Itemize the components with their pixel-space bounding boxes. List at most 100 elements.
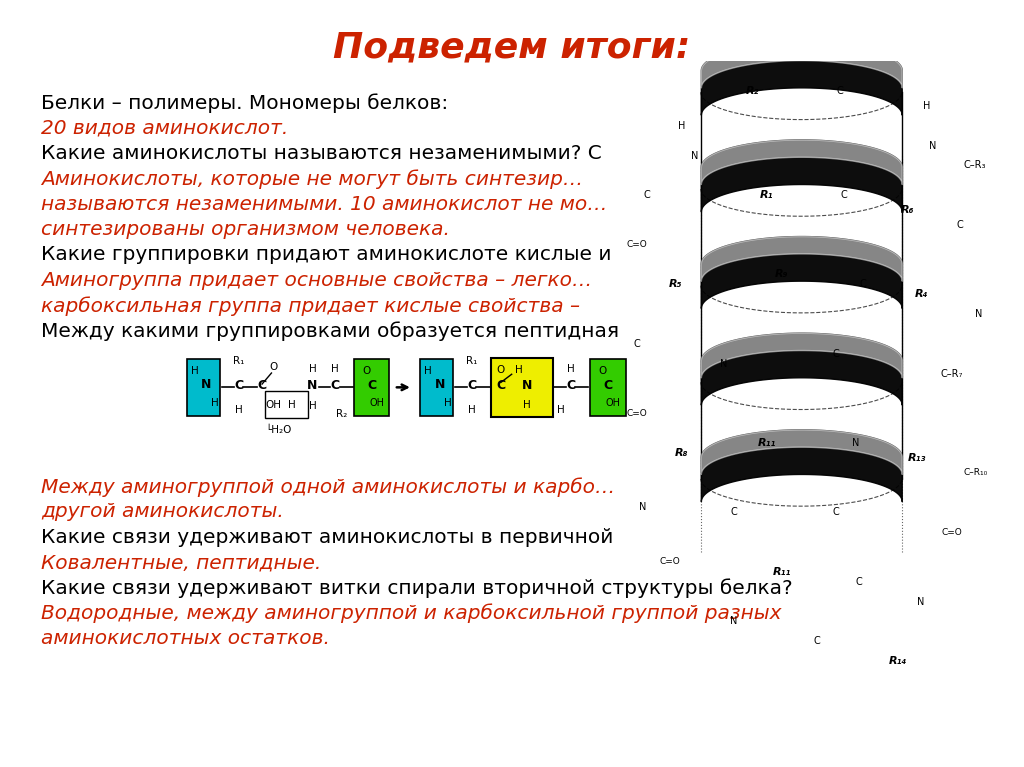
Text: C: C — [257, 379, 266, 392]
Text: C: C — [833, 349, 840, 359]
FancyBboxPatch shape — [354, 359, 389, 416]
Text: C–R₁₀: C–R₁₀ — [963, 468, 987, 477]
Text: R₈: R₈ — [675, 448, 688, 458]
Text: H: H — [515, 365, 522, 375]
Text: R₂: R₂ — [337, 409, 348, 419]
Text: R₄: R₄ — [914, 289, 928, 299]
Text: H: H — [308, 400, 316, 411]
Text: C: C — [813, 636, 820, 647]
Text: C=O: C=O — [627, 240, 647, 249]
Text: R₁: R₁ — [232, 356, 244, 366]
Text: O: O — [269, 362, 278, 372]
Text: N: N — [730, 617, 737, 627]
Text: C=O: C=O — [659, 558, 680, 566]
Text: C=O: C=O — [627, 409, 647, 418]
Text: C: C — [467, 379, 476, 392]
Text: C: C — [856, 577, 862, 587]
Text: называются незаменимыми. 10 аминокислот не мо…: называются незаменимыми. 10 аминокислот … — [41, 195, 607, 214]
Text: Между какими группировками образуется пептидная: Между какими группировками образуется пе… — [41, 321, 620, 341]
Text: H: H — [566, 364, 574, 374]
Text: R₁₁: R₁₁ — [758, 438, 776, 448]
Text: N: N — [918, 597, 925, 607]
Text: N: N — [307, 379, 317, 392]
Text: R₁₁: R₁₁ — [773, 567, 792, 577]
Text: O: O — [497, 365, 505, 375]
Text: └H₂O: └H₂O — [265, 425, 292, 436]
Text: N: N — [202, 378, 212, 391]
Text: Ковалентные, пептидные.: Ковалентные, пептидные. — [41, 553, 322, 572]
Text: H: H — [924, 101, 931, 111]
Text: карбоксильная группа придает кислые свойства –: карбоксильная группа придает кислые свой… — [41, 296, 580, 316]
Text: R₂: R₂ — [593, 405, 604, 415]
Text: OH: OH — [606, 398, 621, 408]
Text: O: O — [362, 367, 371, 377]
Text: C: C — [833, 507, 840, 518]
Text: синтезированы организмом человека.: синтезированы организмом человека. — [41, 220, 450, 239]
Text: Какие аминокислоты называются незаменимыми? С: Какие аминокислоты называются незаменимы… — [41, 144, 602, 163]
Text: C: C — [233, 379, 243, 392]
Text: H: H — [308, 364, 316, 374]
FancyBboxPatch shape — [265, 391, 308, 418]
Text: C: C — [837, 86, 844, 96]
Text: C: C — [566, 379, 575, 392]
Text: C: C — [860, 279, 866, 289]
Text: H: H — [444, 398, 452, 408]
Text: Белки – полимеры. Мономеры белков:: Белки – полимеры. Мономеры белков: — [41, 94, 449, 114]
Text: H: H — [557, 405, 565, 415]
Text: Аминокислоты, которые не могут быть синтезир…: Аминокислоты, которые не могут быть синт… — [41, 170, 583, 189]
Text: H: H — [523, 400, 531, 410]
Text: N: N — [720, 359, 728, 369]
Text: C: C — [497, 379, 506, 392]
Text: C: C — [730, 507, 737, 518]
Text: Какие связи удерживают аминокислоты в первичной: Какие связи удерживают аминокислоты в пе… — [41, 528, 613, 547]
Text: C: C — [643, 190, 650, 200]
Text: O: O — [599, 367, 607, 377]
Text: C–R₃: C–R₃ — [964, 160, 986, 170]
Text: R₆: R₆ — [901, 205, 914, 215]
Text: Водородные, между аминогруппой и карбоксильной группой разных: Водородные, между аминогруппой и карбокс… — [41, 604, 781, 624]
Text: H: H — [234, 405, 243, 415]
Text: Между аминогруппой одной аминокислоты и карбо…: Между аминогруппой одной аминокислоты и … — [41, 477, 615, 497]
Text: Аминогруппа придает основные свойства – легко…: Аминогруппа придает основные свойства – … — [41, 271, 592, 290]
Text: H: H — [678, 120, 685, 131]
Text: C=O: C=O — [942, 528, 963, 537]
FancyBboxPatch shape — [591, 359, 626, 416]
Text: H: H — [191, 367, 199, 377]
Text: N: N — [691, 150, 698, 160]
Text: C: C — [956, 220, 963, 230]
Text: H: H — [288, 400, 296, 410]
Text: R₁₄: R₁₄ — [889, 656, 907, 666]
Text: N: N — [434, 378, 444, 391]
Text: N: N — [929, 140, 936, 150]
FancyBboxPatch shape — [420, 359, 453, 416]
Text: C: C — [331, 379, 340, 392]
Text: OH: OH — [370, 398, 384, 408]
Text: R₁₃: R₁₃ — [908, 453, 927, 463]
Text: H: H — [468, 405, 475, 415]
Text: Какие связи удерживают витки спирали вторичной структуры белка?: Какие связи удерживают витки спирали вто… — [41, 578, 793, 598]
Text: R₁: R₁ — [760, 190, 773, 200]
FancyBboxPatch shape — [186, 359, 219, 416]
Text: H: H — [424, 367, 432, 377]
Text: другой аминокислоты.: другой аминокислоты. — [41, 502, 284, 522]
FancyBboxPatch shape — [492, 358, 553, 416]
Text: C–R₇: C–R₇ — [941, 369, 964, 379]
Text: C: C — [841, 190, 847, 200]
Text: OH: OH — [265, 400, 281, 410]
Text: R₅: R₅ — [669, 279, 682, 289]
Text: R₁: R₁ — [466, 356, 477, 366]
Text: N: N — [522, 379, 532, 392]
Text: C: C — [367, 379, 376, 392]
Text: аминокислотных остатков.: аминокислотных остатков. — [41, 629, 330, 648]
Text: Подведем итоги:: Подведем итоги: — [334, 31, 690, 64]
Text: Какие группировки придают аминокислоте кислые и: Какие группировки придают аминокислоте к… — [41, 245, 611, 265]
Text: R₂: R₂ — [746, 86, 760, 96]
Text: H: H — [331, 364, 339, 374]
Text: 20 видов аминокислот.: 20 видов аминокислот. — [41, 119, 288, 138]
Text: H: H — [211, 398, 218, 408]
Text: N: N — [975, 309, 983, 319]
Text: N: N — [852, 438, 859, 448]
Text: R₉: R₉ — [775, 269, 788, 279]
Text: N: N — [639, 502, 646, 512]
Text: C: C — [634, 339, 640, 349]
